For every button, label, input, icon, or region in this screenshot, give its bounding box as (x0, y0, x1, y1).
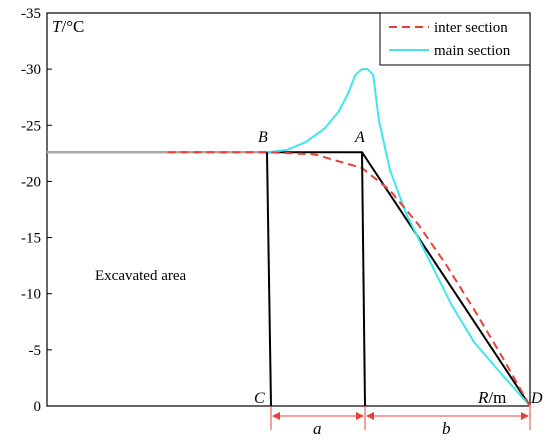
y-tick-label: -20 (21, 174, 41, 190)
dimension-label-a: a (313, 419, 322, 438)
dimension-annotations (270, 406, 531, 430)
y-tick-label: -25 (21, 118, 41, 134)
plot-frame (46, 12, 531, 407)
wall-line-a (361, 152, 366, 407)
wall-lines (266, 152, 366, 407)
y-tick-label: -30 (21, 62, 41, 78)
legend-label-main: main section (434, 43, 511, 59)
y-axis-unit: /°C (61, 17, 84, 36)
point-label-b: B (258, 129, 268, 146)
series-main-section (267, 68, 531, 407)
y-tick-label: -35 (21, 6, 41, 22)
series-boundary (268, 151, 531, 407)
y-tick-label: -15 (21, 231, 41, 247)
series-inter-section (167, 151, 531, 407)
point-label-d: D (530, 390, 543, 407)
dimension-label-b: b (442, 419, 451, 438)
arrowhead-a-right (356, 412, 364, 420)
legend-box (379, 12, 531, 66)
arrowhead-a-left (272, 412, 280, 420)
wall-line-bc (266, 152, 272, 407)
y-axis-title: T/°C (52, 17, 84, 36)
x-axis-title: R/m (477, 388, 506, 407)
series-layer (47, 68, 531, 407)
y-axis-symbol: T (52, 17, 63, 36)
y-axis-ticks: -35 -30 -25 -20 -15 -10 -5 0 (21, 6, 52, 415)
y-tick-label: -5 (29, 343, 42, 359)
point-label-a: A (354, 129, 365, 146)
legend: inter section main section (379, 12, 531, 66)
region-label-excavated: Excavated area (95, 268, 187, 284)
x-axis-unit: /m (488, 388, 506, 407)
y-tick-label: -10 (21, 287, 41, 303)
x-axis-symbol: R (477, 388, 489, 407)
arrowhead-b-left (366, 412, 374, 420)
legend-label-inter: inter section (434, 20, 508, 36)
arrowhead-b-right (521, 412, 529, 420)
y-tick-label: 0 (34, 399, 42, 415)
point-label-c: C (254, 390, 265, 407)
